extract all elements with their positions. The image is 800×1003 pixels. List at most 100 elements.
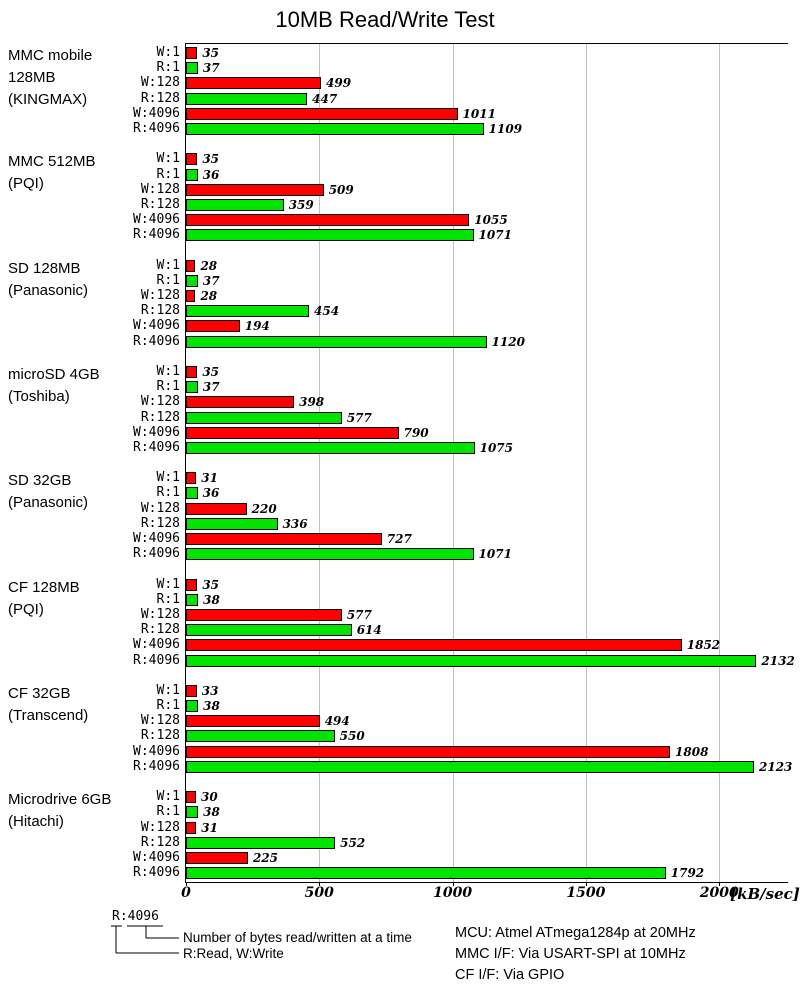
bar-value-label: 28 <box>200 289 218 303</box>
bar-value-label: 28 <box>200 258 218 273</box>
bar-value-label: 552 <box>340 835 366 850</box>
row-label: R:4096 <box>133 439 180 455</box>
bar-value-label: 2123 <box>759 759 793 774</box>
bar-value-label: 577 <box>346 607 372 622</box>
row-label: W:128 <box>140 75 180 91</box>
read-bar <box>186 123 484 135</box>
hardware-info-mcu: MCU: Atmel ATmega1284p at 20MHz <box>455 925 696 941</box>
row-label: W:1 <box>156 363 180 379</box>
bar-value-label: 220 <box>251 501 277 516</box>
bar-value-label: 454 <box>314 304 340 319</box>
write-bar <box>186 365 198 378</box>
write-bar <box>186 715 320 728</box>
hardware-info-cf-if: CF I/F: Via GPIO <box>455 967 565 983</box>
bar-value-label: 1808 <box>675 744 709 759</box>
row-label: W:1 <box>156 151 180 167</box>
write-bar <box>186 745 671 758</box>
write-bar <box>186 608 342 621</box>
row-label: R:4096 <box>133 546 180 562</box>
read-bar <box>186 700 199 712</box>
device-label: Microdrive 6GB (Hitachi) <box>8 791 112 831</box>
row-label: R:1 <box>156 591 180 607</box>
row-label: W:128 <box>140 181 180 197</box>
read-bar <box>186 274 198 287</box>
read-bar <box>186 411 342 424</box>
read-bar <box>186 62 198 75</box>
row-label: W:1 <box>156 789 180 805</box>
bar-value-label: 1055 <box>474 213 508 228</box>
row-label: W:4096 <box>133 531 180 546</box>
chart-title: 10MB Read/Write Test <box>275 7 495 32</box>
row-label: R:1 <box>156 272 180 288</box>
hardware-info: MCU: Atmel ATmega1284p at 20MHz MMC I/F:… <box>455 923 696 986</box>
row-label: R:4096 <box>133 865 180 881</box>
write-bar <box>186 533 382 545</box>
write-bar <box>186 472 197 485</box>
row-label: W:128 <box>140 606 180 622</box>
bar-value-label: 2132 <box>761 653 795 668</box>
row-label: W:4096 <box>133 424 180 440</box>
row-label: R:128 <box>140 90 180 106</box>
row-label: W:128 <box>140 500 180 516</box>
write-bar <box>186 107 458 120</box>
read-bar <box>186 867 666 880</box>
device-label: MMC 512MB (PQI) <box>8 153 96 193</box>
bar-value-label: 1011 <box>462 106 496 121</box>
bar-value-label: 36 <box>202 167 220 182</box>
row-label: W:1 <box>156 257 180 273</box>
device-label: SD 128MB (Panasonic) <box>8 259 89 299</box>
bar-value-label: 447 <box>312 91 338 106</box>
row-label: W:1 <box>156 576 180 592</box>
row-label: W:1 <box>156 45 180 60</box>
row-label: R:4096 <box>133 227 180 243</box>
bar-value-label: 790 <box>403 425 429 440</box>
row-label: R:1 <box>156 166 180 182</box>
row-label: R:4096 <box>133 333 180 349</box>
axis-tick-label: 1500 <box>566 885 606 901</box>
axis-tick-label: 500 <box>304 885 334 901</box>
legend-note-bytes: Number of bytes read/written at a time <box>183 930 412 945</box>
plot-area: [kB/sec] 0 500 1000 1500 2000 35 37 499 447 1011 1… <box>181 43 800 903</box>
bar-value-label: 359 <box>288 197 314 212</box>
bar-value-label: 30 <box>200 790 218 805</box>
gridline <box>452 44 454 882</box>
bar-value-label: 37 <box>202 273 220 288</box>
read-bar <box>186 593 199 606</box>
read-bar <box>186 487 198 500</box>
bar-value-label: 38 <box>203 699 220 713</box>
row-label: W:128 <box>140 394 180 410</box>
row-label: R:128 <box>140 728 180 744</box>
row-label: W:1 <box>156 470 180 486</box>
row-label: W:128 <box>140 288 180 303</box>
bar-value-label: 1075 <box>479 440 513 455</box>
row-label: W:4096 <box>133 849 180 865</box>
write-bar <box>186 639 682 652</box>
row-label: R:1 <box>156 60 180 76</box>
row-label: R:4096 <box>133 121 180 136</box>
bar-value-label: 38 <box>203 805 220 820</box>
read-bar <box>186 198 284 211</box>
bar-value-label: 1792 <box>670 866 705 881</box>
bar-value-label: 31 <box>201 820 218 835</box>
write-bar <box>186 183 324 196</box>
bar-value-label: 550 <box>339 729 365 744</box>
row-label: W:4096 <box>133 637 180 653</box>
axis-tick-label: 2000 <box>699 885 739 901</box>
axis-tick-label: 1000 <box>433 885 473 901</box>
x-axis-unit-label: [kB/sec] <box>730 885 800 903</box>
bar-value-label: 499 <box>326 76 352 91</box>
write-bar <box>186 396 295 409</box>
bar-value-label: 38 <box>203 592 220 607</box>
row-label: R:1 <box>156 485 180 501</box>
bar-value-label: 1109 <box>488 122 523 136</box>
write-bar <box>186 47 198 59</box>
bar-value-label: 494 <box>324 714 350 729</box>
legend-connector-lines <box>111 925 179 954</box>
row-label: W:128 <box>140 819 180 835</box>
row-label: R:128 <box>140 409 180 425</box>
bar-value-label: 35 <box>202 46 220 60</box>
read-bar <box>186 168 198 181</box>
bar-value-label: 37 <box>202 380 220 395</box>
read-bar <box>186 441 475 454</box>
